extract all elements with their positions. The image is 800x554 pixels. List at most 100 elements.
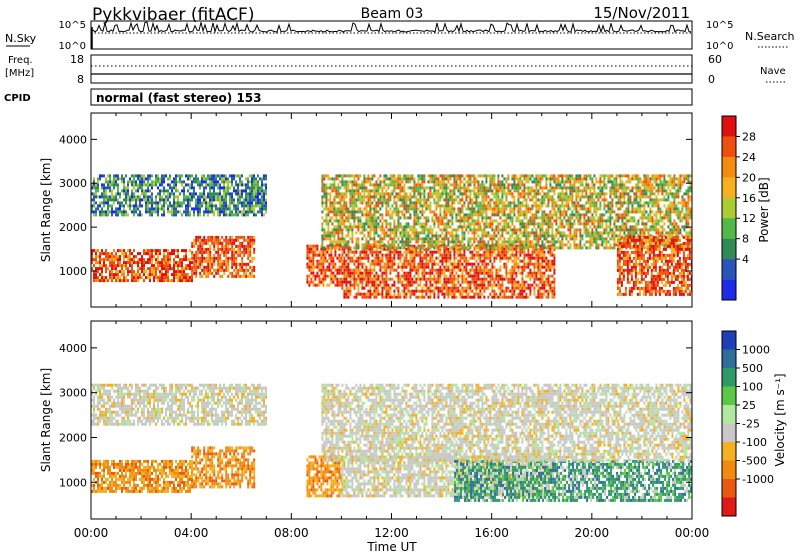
echo-cell [431, 216, 434, 220]
echo-cell [493, 177, 496, 181]
echo-cell [329, 246, 332, 250]
echo-cell [235, 189, 237, 193]
echo-cell [447, 250, 450, 254]
echo-cell [525, 292, 528, 296]
echo-cell [403, 265, 406, 269]
echo-cell [371, 174, 374, 178]
echo-cell [411, 186, 414, 190]
echo-cell [103, 258, 105, 262]
echo-cell [253, 186, 255, 190]
echo-cell [251, 271, 254, 275]
echo-cell [207, 262, 210, 266]
echo-cell [395, 210, 398, 214]
echo-cell [308, 265, 311, 269]
echo-cell [443, 225, 446, 229]
echo-cell [345, 183, 348, 187]
echo-cell [513, 204, 516, 208]
echo-cell [241, 192, 243, 196]
echo-cell [419, 216, 422, 220]
echo-cell [179, 261, 181, 265]
echo-cell [451, 213, 454, 217]
echo-cell [207, 274, 210, 278]
echo-cell [143, 249, 145, 253]
echo-cell [217, 268, 220, 272]
echo-cell [391, 240, 394, 244]
echo-cell [379, 250, 382, 254]
echo-cell [485, 234, 488, 238]
echo-cell [373, 231, 376, 235]
echo-cell [257, 183, 259, 187]
echo-cell [93, 210, 95, 214]
echo-cell [541, 271, 544, 275]
echo-cell [328, 253, 331, 257]
echo-cell [519, 204, 522, 208]
echo-cell [343, 183, 346, 187]
echo-cell [395, 213, 398, 217]
echo-cell [167, 264, 169, 268]
echo-cell [495, 240, 498, 244]
echo-cell [193, 195, 195, 199]
echo-cell [475, 201, 478, 205]
echo-cell [479, 183, 482, 187]
echo-cell [367, 243, 370, 247]
echo-cell [171, 204, 173, 208]
echo-cell [457, 234, 460, 238]
echo-cell [109, 261, 111, 265]
echo-cell [334, 268, 337, 272]
echo-cell [527, 253, 530, 257]
echo-cell [405, 225, 408, 229]
echo-cell [391, 204, 394, 208]
echo-cell [429, 286, 432, 290]
echo-cell [221, 201, 223, 205]
echo-cell [227, 186, 229, 190]
echo-cell [495, 198, 498, 202]
echo-cell [397, 237, 400, 241]
echo-cell [373, 274, 376, 278]
echo-cell [306, 244, 309, 248]
echo-cell [185, 279, 187, 283]
echo-cell [429, 295, 432, 299]
echo-cell [453, 207, 456, 211]
echo-cell [459, 274, 462, 278]
echo-cell [381, 295, 384, 299]
echo-cell [369, 192, 372, 196]
echo-cell [225, 177, 227, 181]
echo-cell [243, 198, 245, 202]
echo-cell [481, 240, 484, 244]
echo-cell [219, 274, 222, 278]
echo-cell [221, 177, 223, 181]
echo-cell [443, 234, 446, 238]
echo-cell [429, 207, 432, 211]
echo-cell [349, 256, 352, 260]
echo-cell [147, 207, 149, 211]
echo-cell [223, 207, 225, 211]
echo-cell [323, 234, 326, 238]
echo-cell [231, 256, 234, 260]
echo-cell [497, 210, 500, 214]
echo-cell [369, 243, 372, 247]
echo-cell [119, 279, 121, 283]
echo-cell [331, 201, 334, 205]
echo-cell [171, 210, 173, 214]
echo-cell [149, 189, 151, 193]
echo-cell [483, 243, 486, 247]
echo-cell [443, 210, 446, 214]
echo-cell [541, 253, 544, 257]
echo-cell [471, 213, 474, 217]
echo-cell [469, 280, 472, 284]
echo-cell [405, 274, 408, 278]
echo-cell [389, 259, 392, 263]
echo-cell [425, 225, 428, 229]
echo-cell [127, 273, 129, 277]
echo-cell [453, 189, 456, 193]
echo-cell [423, 265, 426, 269]
echo-cell [529, 286, 532, 290]
echo-cell [459, 210, 462, 214]
echo-cell [345, 225, 348, 229]
echo-cell [401, 228, 404, 232]
echo-cell [421, 274, 424, 278]
echo-cell [429, 177, 432, 181]
echo-cell [411, 244, 414, 248]
echo-cell [381, 198, 384, 202]
echo-cell [227, 247, 230, 251]
